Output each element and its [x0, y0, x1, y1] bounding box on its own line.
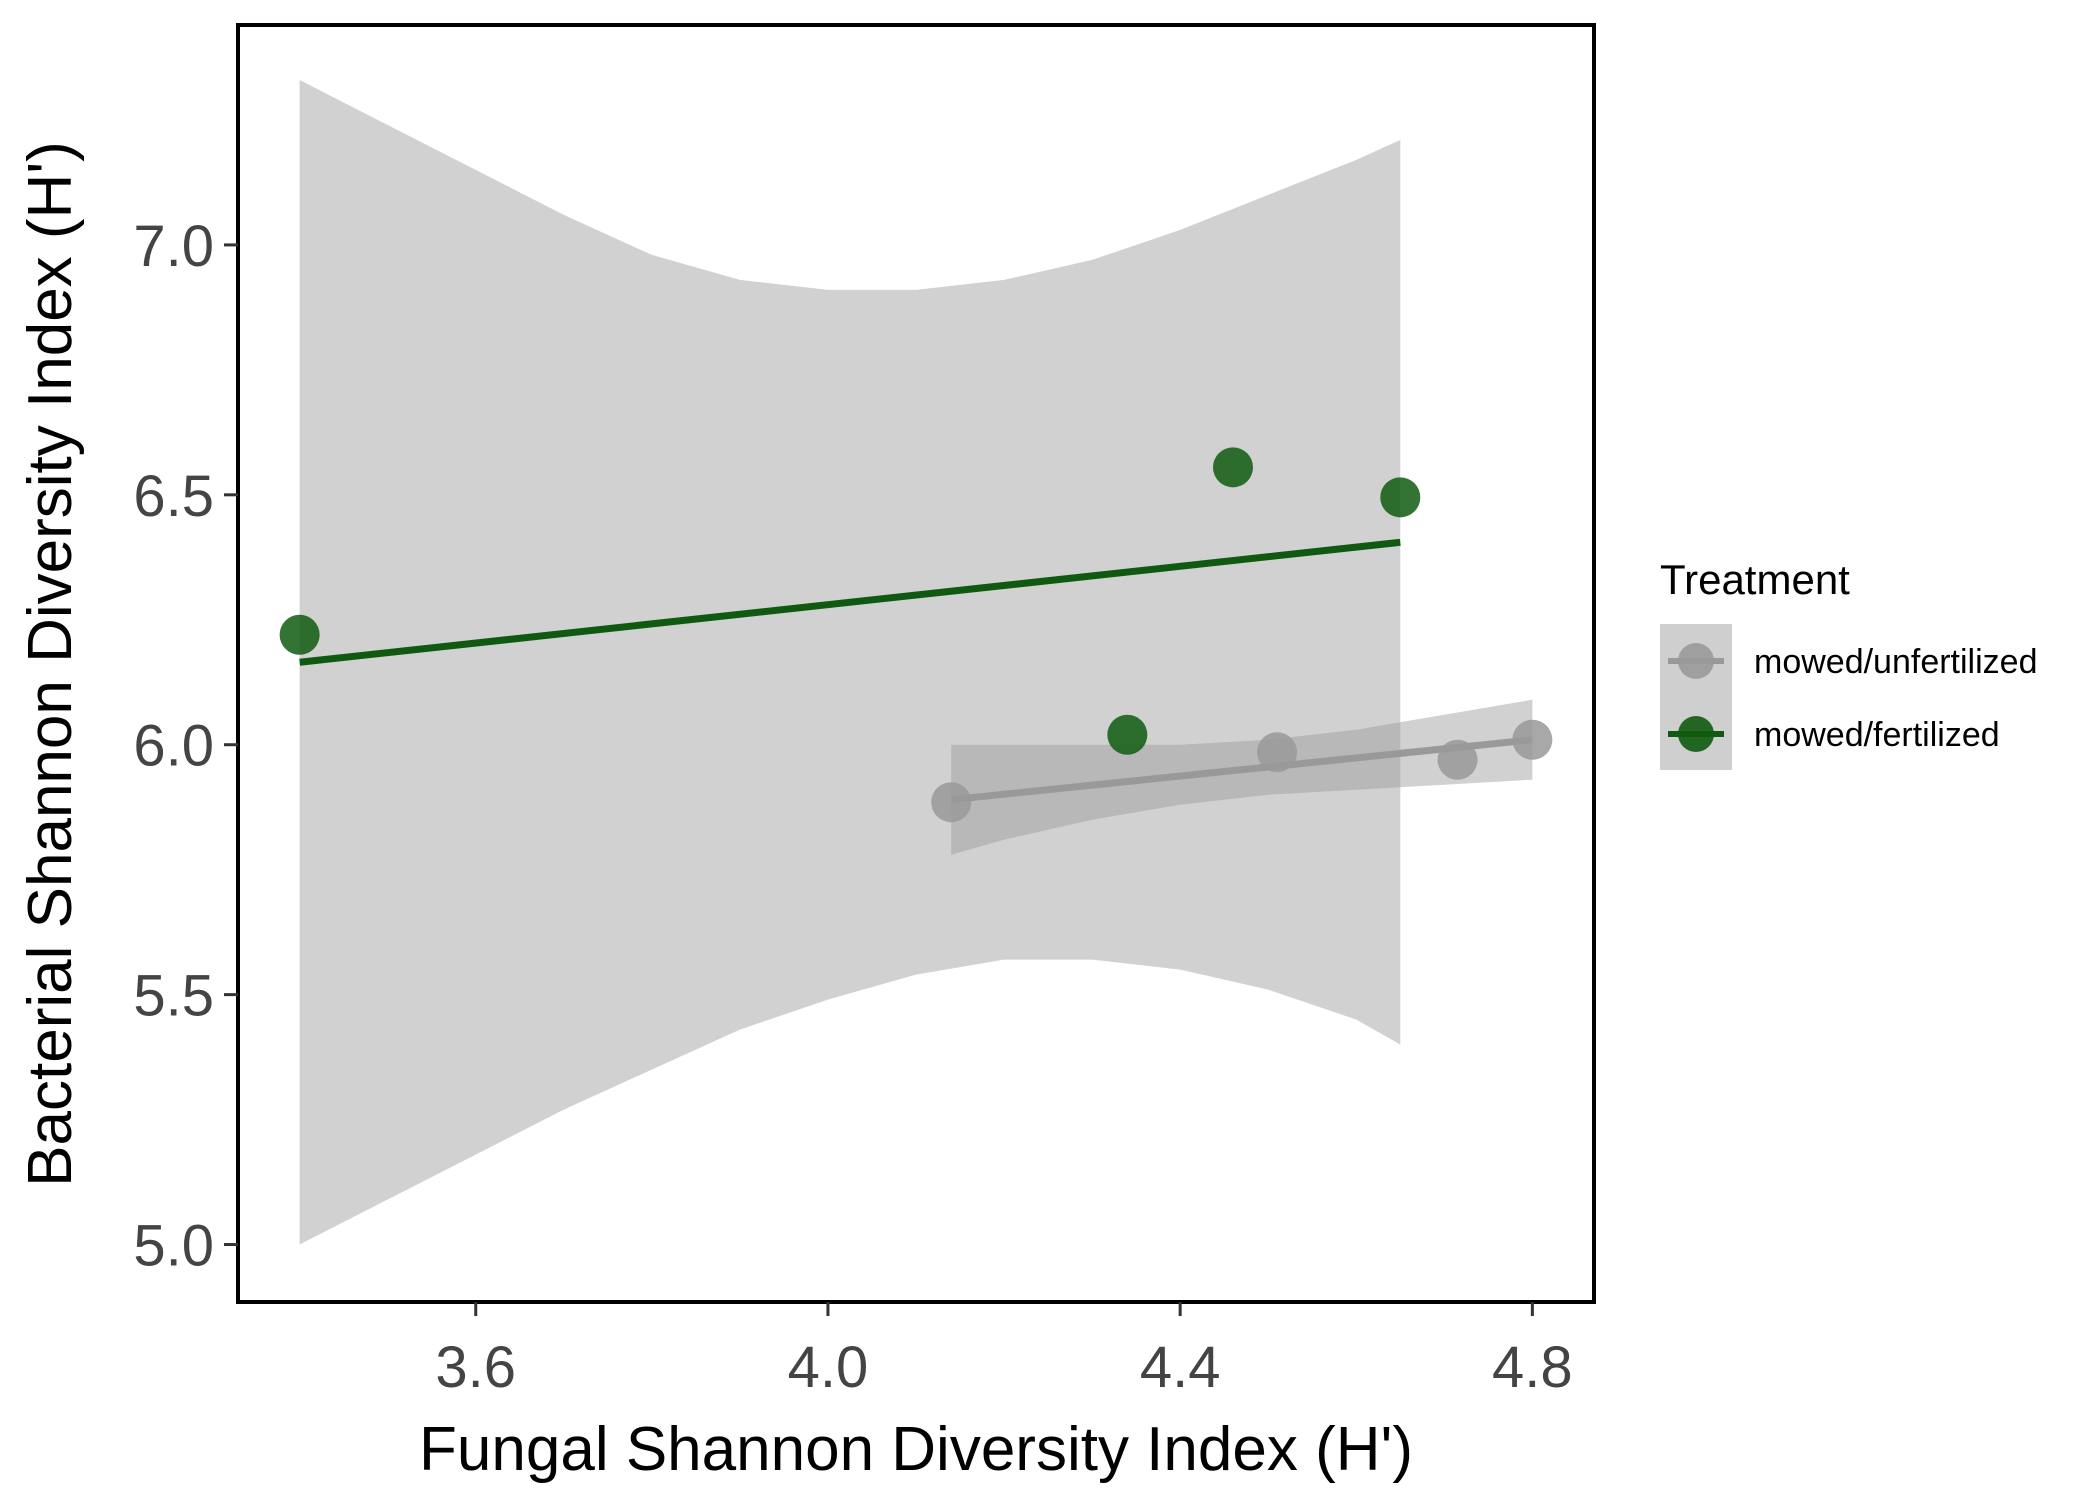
x-tick-label: 4.0 — [788, 1335, 869, 1400]
data-point-mowed-unfertilized — [1257, 732, 1298, 773]
y-tick-label: 5.0 — [133, 1214, 214, 1279]
y-axis-title: Bacterial Shannon Diversity Index (H') — [16, 141, 85, 1187]
x-axis-title: Fungal Shannon Diversity Index (H') — [419, 1415, 1413, 1484]
data-point-mowed-unfertilized — [931, 782, 972, 823]
fit-line-mowed-fertilized — [299, 538, 1401, 666]
legend-title: Treatment — [1660, 556, 1850, 603]
legend-label-mowed-fertilized: mowed/fertilized — [1754, 716, 2000, 754]
fit-lines — [299, 538, 1533, 804]
y-axis-ticks: 5.0 5.5 6.0 6.5 7.0 — [133, 214, 238, 1279]
confidence-band-mowed-fertilized — [299, 80, 1401, 1245]
data-point-mowed-fertilized — [1107, 714, 1148, 755]
x-tick-label: 3.6 — [435, 1335, 516, 1400]
x-tick-label: 4.8 — [1492, 1335, 1573, 1400]
confidence-bands — [299, 80, 1533, 1245]
legend: Treatment mowed/unfertilized mowed/fertil… — [1660, 556, 2037, 770]
data-point-mowed-unfertilized — [1512, 719, 1553, 760]
x-axis-ticks: 3.6 4.0 4.4 4.8 — [435, 1302, 1573, 1400]
data-point-mowed-fertilized — [1212, 447, 1253, 488]
data-point-mowed-fertilized — [279, 614, 320, 655]
y-tick-label: 5.5 — [133, 964, 214, 1029]
confidence-band-mowed-unfertilized — [951, 699, 1533, 855]
y-tick-label: 7.0 — [133, 214, 214, 279]
plot-panel-border — [236, 23, 1596, 1304]
fit-line-mowed-unfertilized — [950, 736, 1533, 804]
data-point-mowed-unfertilized — [1437, 739, 1478, 780]
data-point-mowed-fertilized — [1380, 477, 1421, 518]
y-tick-label: 6.5 — [133, 464, 214, 529]
legend-keys: mowed/unfertilized mowed/fertilized — [1660, 624, 2037, 770]
legend-label-mowed-unfertilized: mowed/unfertilized — [1754, 643, 2037, 681]
legend-marker-mowed-fertilized — [1678, 716, 1714, 752]
data-points — [279, 447, 1553, 823]
y-tick-label: 6.0 — [133, 714, 214, 779]
legend-marker-mowed-unfertilized — [1678, 643, 1714, 679]
x-tick-label: 4.4 — [1140, 1335, 1221, 1400]
